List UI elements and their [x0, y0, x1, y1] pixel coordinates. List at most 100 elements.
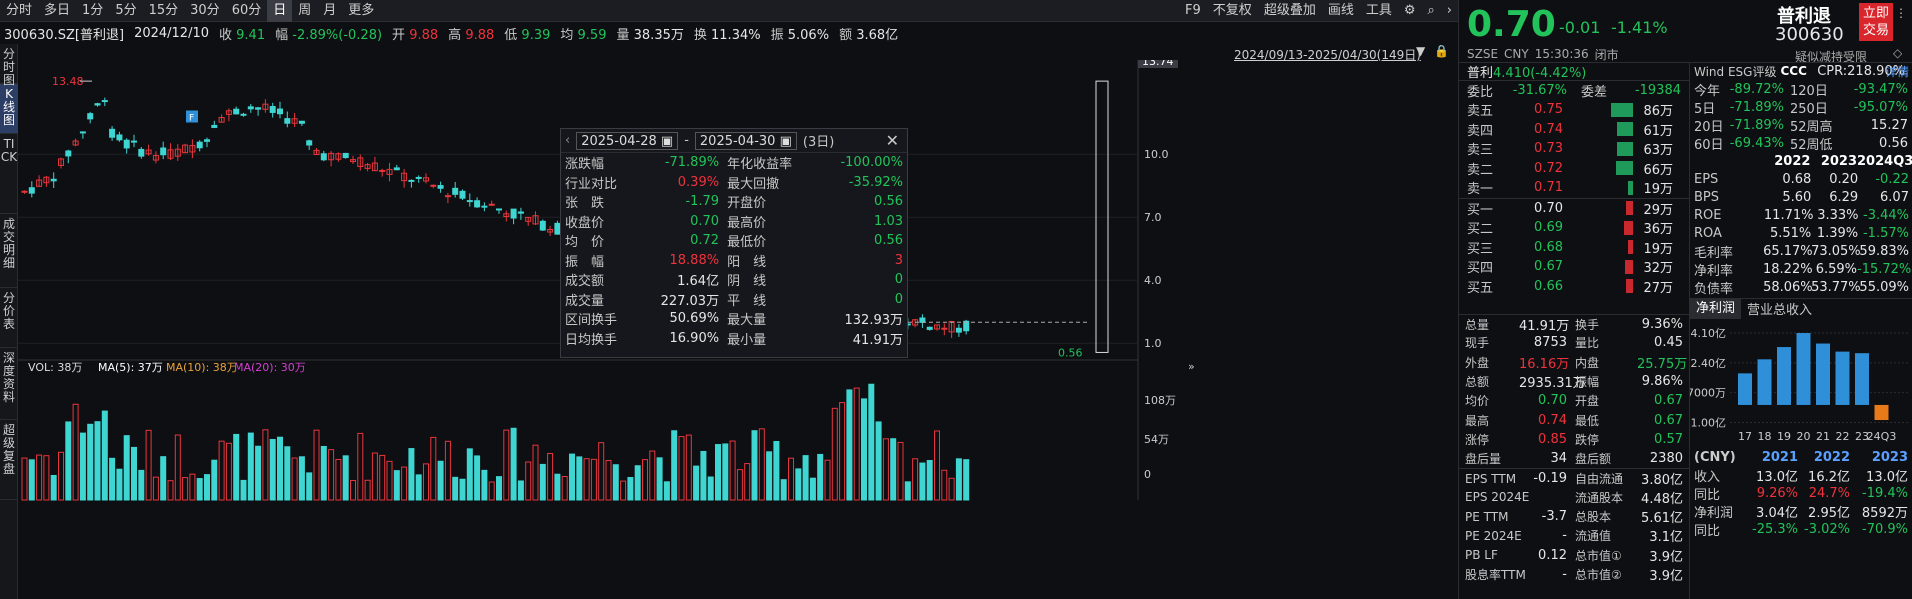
trade-button[interactable]: 立即交易 — [1859, 3, 1893, 41]
volume-bar — [839, 402, 846, 501]
candle — [934, 324, 940, 330]
popup-value: -35.92% — [848, 174, 903, 190]
high-marker: 13.48 — [52, 75, 84, 88]
level-volume: 32万 — [1643, 261, 1673, 277]
sell-level[interactable]: 卖五 0.75 86万 — [1459, 100, 1689, 120]
candle — [503, 213, 510, 218]
popup-days: (3日) — [802, 135, 835, 150]
candle — [459, 190, 466, 199]
profit-bar — [1855, 353, 1869, 405]
calendar-icon: ▣ — [779, 133, 792, 149]
volume-bar — [160, 456, 167, 501]
view-tick[interactable]: TICK — [0, 134, 18, 214]
popup-label: 年化收益率 — [727, 157, 793, 173]
fin-value: 5.60 — [1782, 189, 1812, 205]
volume-bar — [233, 433, 240, 501]
volume-bar — [255, 445, 262, 501]
volume-bar — [109, 457, 116, 501]
popup-prev-icon[interactable]: ‹ — [565, 133, 571, 148]
tab-15min[interactable]: 15分 — [148, 2, 179, 18]
stat-row: EPS TTM -0.19 自由流通 3.80亿 — [1459, 468, 1689, 489]
stat-label: 振幅 — [1575, 375, 1600, 390]
close-icon[interactable]: ✕ — [885, 131, 899, 150]
stat-label: 涨停 — [1465, 432, 1490, 447]
volume-bar — [875, 421, 882, 501]
sell-level[interactable]: 卖一 0.71 19万 — [1459, 178, 1689, 198]
candle — [262, 103, 269, 110]
tab-net-profit[interactable]: 净利润 — [1690, 298, 1742, 319]
collapse-icon[interactable]: › — [1446, 3, 1452, 18]
volume-bar — [868, 383, 875, 501]
stat-value: 0.85 — [1538, 431, 1567, 447]
tab-fenshi[interactable]: 分时 — [6, 2, 33, 18]
expand-icon[interactable]: » — [1188, 360, 1195, 373]
popup-start-date[interactable]: 2025-04-28 ▣ — [576, 131, 679, 150]
sell-level[interactable]: 卖四 0.74 61万 — [1459, 120, 1689, 140]
tab-60min[interactable]: 60分 — [231, 2, 262, 18]
stat-value: 3.80亿 — [1641, 473, 1683, 489]
turn-label: 换 — [693, 27, 707, 43]
volume-bar — [36, 454, 43, 501]
view-price-table[interactable]: 分价表 — [0, 288, 18, 348]
popup-value: 3 — [894, 252, 903, 268]
f-marker[interactable] — [186, 110, 198, 123]
stat-label: 开盘 — [1575, 394, 1600, 409]
candle — [474, 200, 481, 208]
lock-icon[interactable]: 🔒 — [1434, 44, 1449, 58]
tyear-2: 2022 — [1813, 449, 1850, 465]
wind-esg-label: Wind ESG评级 — [1694, 64, 1777, 79]
buy-level[interactable]: 买一 0.70 29万 — [1459, 199, 1689, 219]
fin-label: ROA — [1694, 225, 1722, 241]
amp-value: 5.06% — [787, 27, 830, 43]
tab-revenue[interactable]: 营业总收入 — [1747, 303, 1813, 318]
level-volume: 19万 — [1643, 182, 1673, 198]
tab-5min[interactable]: 5分 — [115, 2, 137, 18]
popup-label: 行业对比 — [565, 176, 618, 192]
f9-button[interactable]: F9 — [1185, 3, 1201, 18]
more-icon[interactable]: ⋮ — [1895, 6, 1907, 20]
popup-end-date[interactable]: 2025-04-30 ▣ — [694, 131, 797, 150]
buy-level[interactable]: 买四 0.67 32万 — [1459, 257, 1689, 277]
fin-value: -3.44% — [1863, 207, 1909, 223]
volume-bar — [831, 407, 838, 501]
popup-value: -1.79 — [685, 194, 720, 210]
tab-1min[interactable]: 1分 — [82, 2, 104, 18]
volume-bar — [262, 429, 269, 501]
volume-bar — [481, 469, 488, 501]
range-label[interactable]: 2024/09/13-2025/04/30(149日) — [1234, 48, 1421, 62]
view-kline[interactable]: K线图 — [0, 84, 18, 134]
tab-week[interactable]: 周 — [298, 2, 312, 18]
overlay-button[interactable]: 超级叠加 — [1263, 3, 1316, 18]
search-icon[interactable]: ⌕ — [1427, 3, 1435, 18]
view-depth[interactable]: 深度资料 — [0, 348, 18, 420]
summary-row: 同比 -25.3% -3.02% -70.9% — [1690, 520, 1912, 539]
view-trades[interactable]: 成交明细 — [0, 214, 18, 288]
profit-bar — [1777, 347, 1791, 405]
tab-day[interactable]: 日 — [267, 0, 293, 22]
tools-button[interactable]: 工具 — [1365, 3, 1392, 18]
buy-level[interactable]: 买三 0.68 19万 — [1459, 238, 1689, 258]
tab-month[interactable]: 月 — [323, 2, 337, 18]
candle — [371, 162, 378, 172]
draw-line-button[interactable]: 画线 — [1327, 3, 1354, 18]
popup-label: 张 跌 — [565, 196, 605, 212]
tab-more[interactable]: 更多 — [348, 2, 375, 18]
view-replay[interactable]: 超级复盘 — [0, 420, 18, 500]
tab-multiday[interactable]: 多日 — [44, 2, 71, 18]
popup-label: 最小量 — [727, 332, 767, 348]
no-adjust-button[interactable]: 不复权 — [1212, 3, 1252, 18]
view-fenshi[interactable]: 分时图 — [0, 44, 18, 87]
dropdown-icon[interactable]: ▼ — [1416, 44, 1426, 58]
candle — [517, 211, 524, 214]
sell-level[interactable]: 卖三 0.73 63万 — [1459, 139, 1689, 159]
sell-level[interactable]: 卖二 0.72 66万 — [1459, 159, 1689, 179]
buy-level[interactable]: 买二 0.69 36万 — [1459, 218, 1689, 238]
volume-bar — [350, 480, 356, 501]
volume-bar — [912, 458, 919, 501]
tab-30min[interactable]: 30分 — [190, 2, 220, 18]
buy-level[interactable]: 买五 0.66 27万 — [1459, 277, 1689, 297]
detail-link[interactable]: 详情 — [1884, 64, 1909, 79]
candle — [72, 140, 79, 146]
settings-icon[interactable]: ⚙ — [1403, 3, 1416, 18]
wc-value: -19384 — [1634, 83, 1681, 98]
